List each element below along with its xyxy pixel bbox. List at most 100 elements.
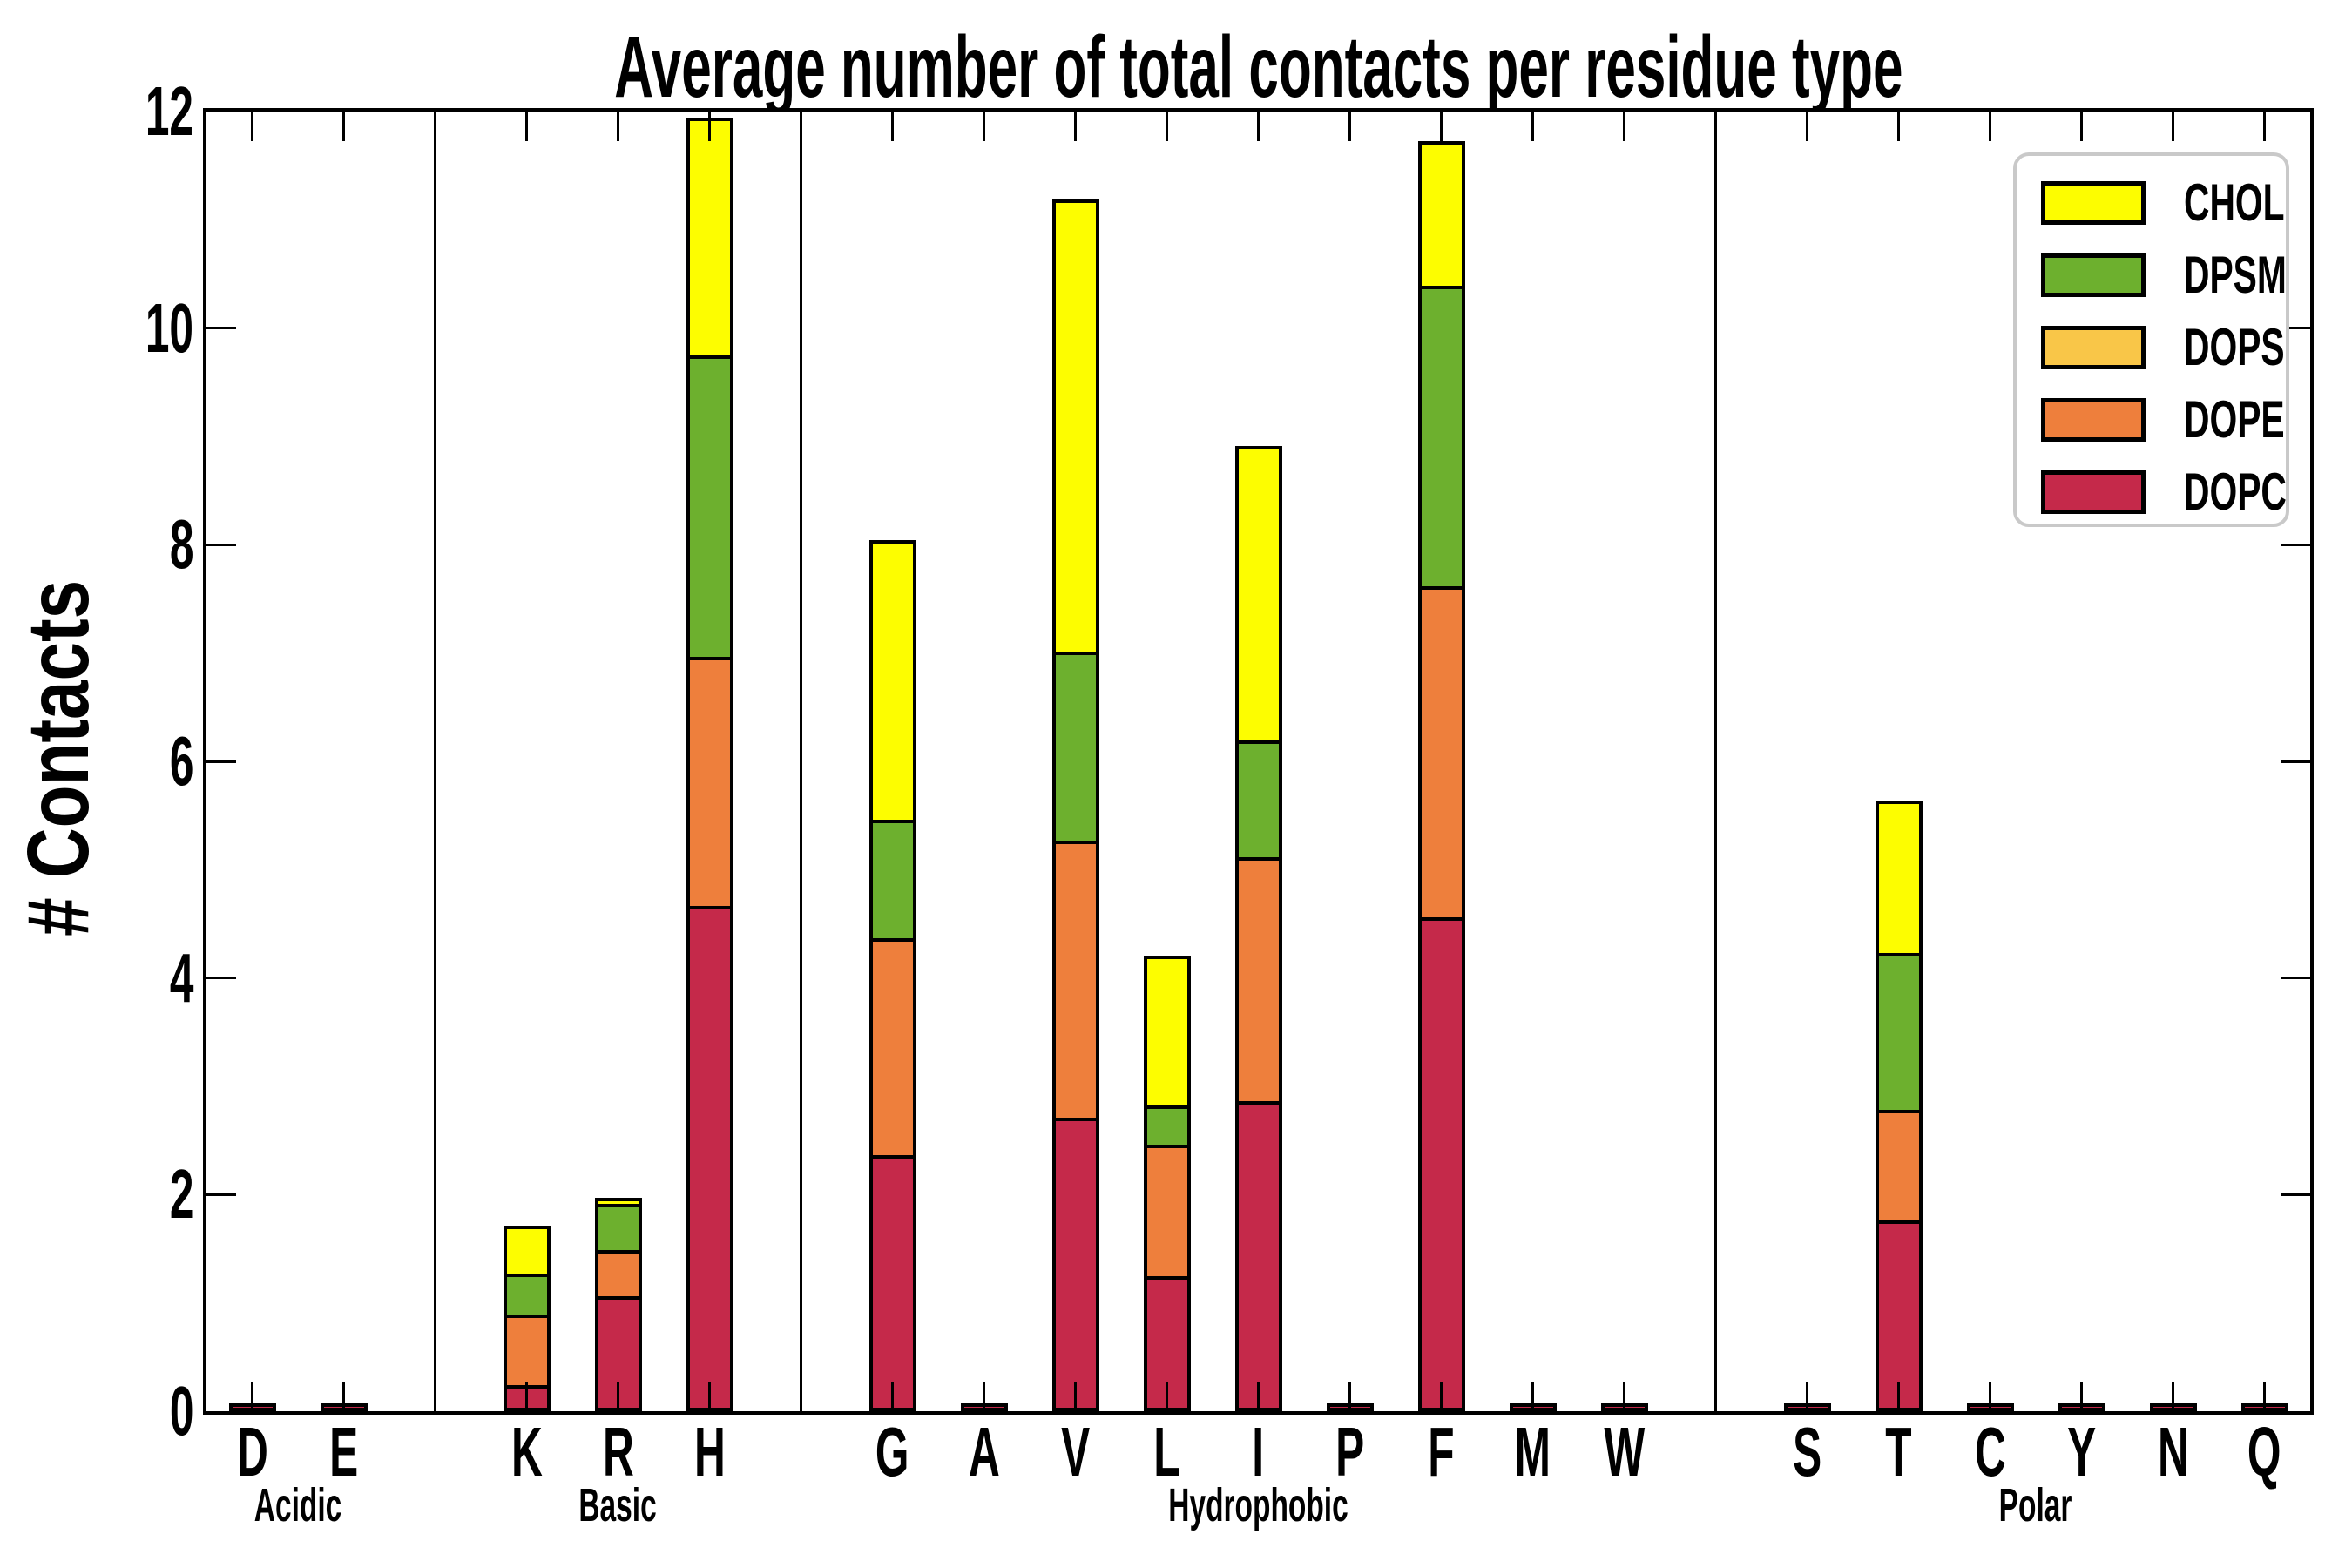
x-category-label-text: M (1514, 1413, 1551, 1490)
x-tick-mark (1257, 112, 1260, 141)
x-tick-mark (251, 112, 253, 141)
x-category-label-text: V (1060, 1413, 1091, 1490)
group-label-basic: Basic (401, 1479, 836, 1531)
x-tick-mark (891, 1382, 894, 1411)
legend-label: CHOL (2184, 176, 2332, 229)
x-category-label-text: L (1153, 1413, 1180, 1490)
legend: CHOL DPSM DOPS DOPE DOPC (2013, 152, 2289, 527)
x-tick-mark (1440, 112, 1443, 141)
x-tick-mark (342, 1382, 345, 1411)
y-tick-label-text: 10 (145, 288, 193, 367)
x-category-label-text: Q (2247, 1413, 2281, 1490)
y-tick-mark (2281, 1193, 2310, 1196)
y-tick-mark (2281, 760, 2310, 763)
x-tick-mark (1166, 112, 1168, 141)
x-category-label-text: H (693, 1413, 726, 1490)
x-category-label-text: P (1335, 1413, 1365, 1490)
y-tick-label-10: 10 (19, 289, 193, 368)
x-tick-mark (2172, 112, 2174, 141)
x-category-label-A: A (915, 1413, 1054, 1491)
bar-segment-V-DPSM (1055, 654, 1096, 845)
x-tick-mark (251, 1382, 253, 1411)
legend-label: DOPE (2184, 389, 2332, 449)
x-category-label-text: I (1252, 1413, 1265, 1490)
bar-segment-F-DOPE (1421, 590, 1462, 921)
plot-area (206, 112, 2310, 1411)
x-tick-mark (1348, 1382, 1351, 1411)
y-tick-label-2: 2 (19, 1155, 193, 1233)
y-tick-mark (2281, 543, 2310, 546)
bar-segment-F-CHOL (1421, 145, 1462, 289)
legend-swatch-DOPS (2041, 325, 2146, 369)
x-category-label-text: W (1604, 1413, 1645, 1490)
y-tick-label-text: 4 (169, 938, 193, 1017)
x-tick-mark (1166, 1382, 1168, 1411)
y-tick-label-text: 8 (169, 505, 193, 584)
bar-segment-H-DPSM (689, 359, 730, 661)
bar-segment-K-DOPE (506, 1317, 547, 1389)
x-tick-mark (891, 112, 894, 141)
group-label-acidic: Acidic (80, 1479, 516, 1531)
y-tick-label-12: 12 (19, 72, 193, 151)
bar-segment-L-CHOL (1146, 959, 1187, 1109)
x-category-label-text: G (875, 1413, 909, 1490)
bar-segment-G-DPSM (872, 822, 913, 943)
x-category-label-N: N (2104, 1413, 2243, 1491)
x-tick-mark (1440, 1382, 1443, 1411)
group-label-polar: Polar (1818, 1479, 2254, 1531)
legend-swatch-DOPE (2041, 397, 2146, 442)
x-tick-mark (525, 1382, 528, 1411)
x-category-label-H: H (640, 1413, 780, 1491)
x-tick-mark (1348, 112, 1351, 141)
group-label-text: Polar (1999, 1479, 2072, 1531)
bar-segment-V-DOPC (1055, 1120, 1096, 1408)
y-tick-label-text: 12 (145, 72, 193, 150)
group-label-hydrophobic: Hydrophobic (1041, 1479, 1477, 1531)
y-tick-mark (2281, 977, 2310, 980)
x-category-label-L: L (1098, 1413, 1237, 1491)
bar-segment-G-DOPE (872, 942, 913, 1159)
bar-segment-R-DPSM (598, 1207, 639, 1254)
x-tick-mark (342, 112, 345, 141)
x-category-label-text: Y (2066, 1413, 2097, 1490)
bar-segment-I-CHOL (1238, 449, 1279, 744)
x-category-label-F: F (1372, 1413, 1511, 1491)
x-category-label-text: D (236, 1413, 268, 1490)
legend-swatch-DOPC (2041, 470, 2146, 514)
x-category-label-text: F (1428, 1413, 1455, 1490)
legend-item-DOPC: DOPC (2017, 456, 2287, 528)
x-tick-mark (1623, 112, 1625, 141)
bar-segment-I-DOPC (1238, 1104, 1279, 1408)
x-category-label-W: W (1555, 1413, 1694, 1491)
legend-label-text: DOPE (2184, 389, 2285, 449)
legend-swatch-DPSM (2041, 253, 2146, 297)
x-tick-mark (983, 1382, 985, 1411)
x-category-label-S: S (1738, 1413, 1877, 1491)
group-separator-line (1714, 112, 1717, 1411)
bar-segment-I-DOPE (1238, 861, 1279, 1105)
bar-segment-K-CHOL (506, 1228, 547, 1277)
x-tick-mark (1074, 112, 1077, 141)
x-category-label-G: G (823, 1413, 963, 1491)
legend-label: DOPC (2184, 462, 2335, 521)
x-tick-mark (1989, 112, 1991, 141)
x-tick-mark (1989, 1382, 1991, 1411)
x-category-label-C: C (1921, 1413, 2060, 1491)
y-tick-label-8: 8 (19, 505, 193, 584)
bar-segment-G-CHOL (872, 543, 913, 823)
x-tick-mark (1623, 1382, 1625, 1411)
legend-item-DOPS: DOPS (2017, 311, 2286, 383)
x-category-label-M: M (1463, 1413, 1603, 1491)
x-tick-mark (525, 112, 528, 141)
bar-segment-R-DOPE (598, 1254, 639, 1300)
bar-segment-R-CHOL (598, 1200, 639, 1207)
legend-item-DOPE: DOPE (2017, 383, 2286, 456)
group-label-text: Hydrophobic (1168, 1479, 1348, 1531)
chart-title: Average number of total contacts per res… (206, 19, 2310, 115)
x-tick-mark (2172, 1382, 2174, 1411)
bar-H (686, 117, 733, 1411)
x-category-label-D: D (183, 1413, 322, 1491)
x-tick-mark (1531, 112, 1534, 141)
legend-label-text: DOPC (2184, 462, 2287, 521)
bar-segment-L-DOPE (1146, 1147, 1187, 1281)
